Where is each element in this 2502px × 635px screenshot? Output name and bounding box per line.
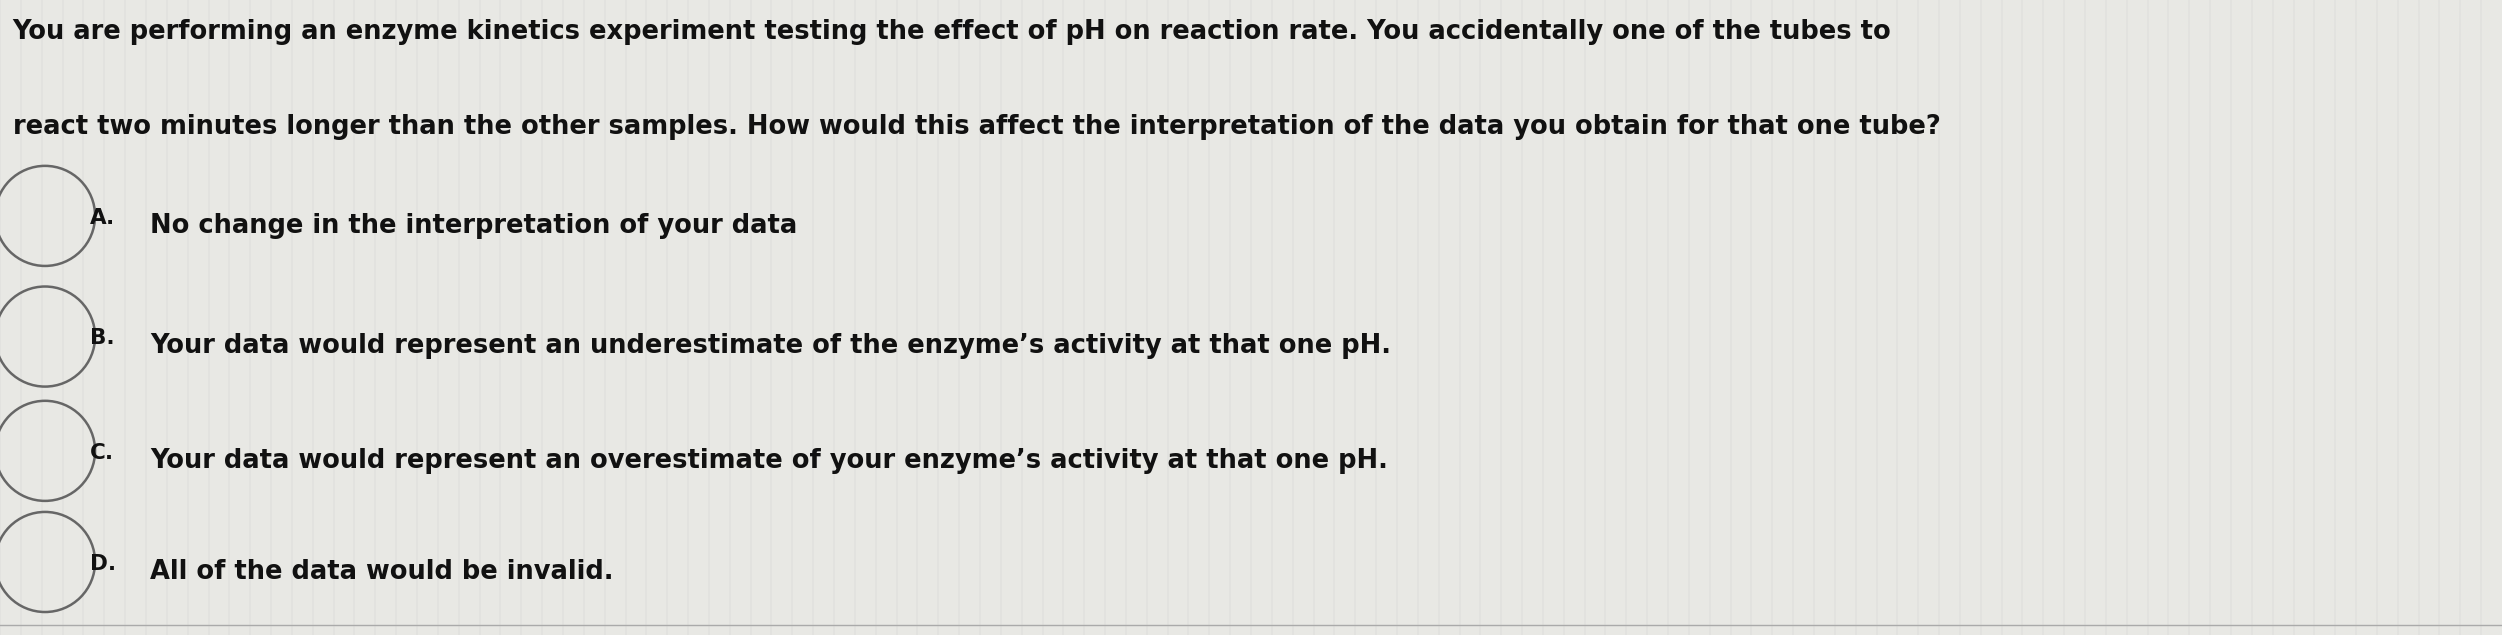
- Text: C.: C.: [90, 443, 115, 462]
- Text: Your data would represent an overestimate of your enzyme’s activity at that one : Your data would represent an overestimat…: [150, 448, 1389, 474]
- Text: react two minutes longer than the other samples. How would this affect the inter: react two minutes longer than the other …: [13, 114, 1939, 140]
- Text: A.: A.: [90, 208, 115, 227]
- Text: You are performing an enzyme kinetics experiment testing the effect of pH on rea: You are performing an enzyme kinetics ex…: [13, 19, 1892, 45]
- Text: B.: B.: [90, 328, 115, 348]
- Text: Your data would represent an underestimate of the enzyme’s activity at that one : Your data would represent an underestima…: [150, 333, 1391, 359]
- Text: All of the data would be invalid.: All of the data would be invalid.: [150, 559, 613, 585]
- Text: No change in the interpretation of your data: No change in the interpretation of your …: [150, 213, 798, 239]
- Text: D.: D.: [90, 554, 115, 573]
